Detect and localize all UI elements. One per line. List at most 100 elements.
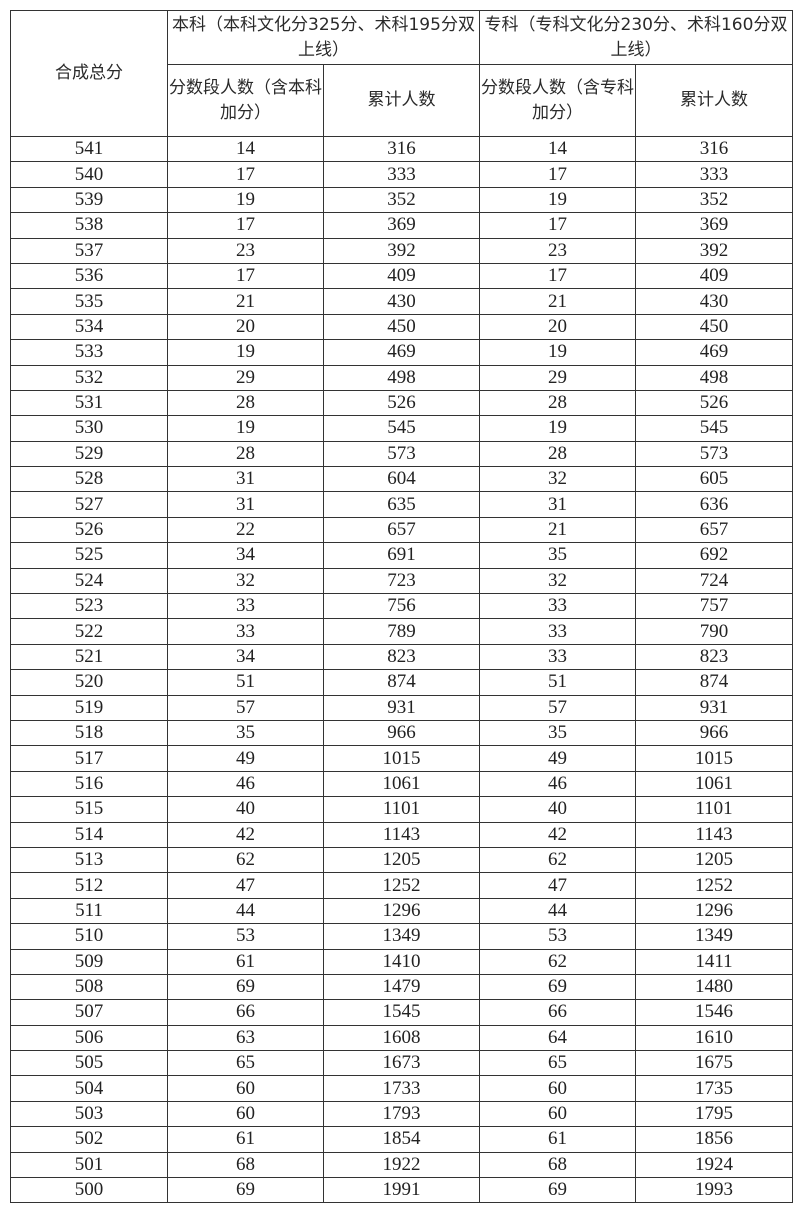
zhuanke-cumulative-cell: 1546 — [635, 999, 793, 1026]
zhuanke-cumulative-cell: 724 — [635, 567, 793, 595]
zhuanke-cumulative-cell: 1610 — [635, 1024, 793, 1052]
benke-cumulative-cell: 874 — [323, 669, 480, 696]
benke-cumulative-cell: 1101 — [323, 796, 480, 823]
table-row: 522 33 789 33 790 — [10, 618, 793, 645]
table-row: 531 28 526 28 526 — [10, 389, 793, 417]
benke-count-cell: 49 — [167, 745, 324, 772]
zhuanke-count-cell: 20 — [479, 313, 636, 341]
table-row: 502 61 1854 61 1856 — [10, 1126, 793, 1153]
benke-count-cell: 69 — [167, 973, 324, 1001]
benke-cumulative-cell: 789 — [323, 618, 480, 645]
table-row: 503 60 1793 60 1795 — [10, 1100, 793, 1128]
score-cell: 532 — [10, 364, 168, 391]
zhuanke-count-cell: 23 — [479, 237, 636, 264]
benke-cumulative-cell: 604 — [323, 466, 480, 493]
score-cell: 522 — [10, 618, 168, 645]
benke-cumulative-cell: 409 — [323, 262, 480, 290]
benke-cumulative-cell: 1015 — [323, 745, 480, 772]
score-cell: 500 — [10, 1177, 168, 1204]
zhuanke-count-cell: 17 — [479, 161, 636, 188]
zhuanke-count-cell: 17 — [479, 212, 636, 239]
benke-count-cell: 17 — [167, 161, 324, 188]
score-cell: 526 — [10, 516, 168, 544]
score-cell: 534 — [10, 313, 168, 341]
zhuanke-count-cell: 28 — [479, 440, 636, 468]
zhuanke-count-cell: 69 — [479, 1177, 636, 1204]
header-zhuanke-count: 分数段人数（含专科加分） — [479, 64, 636, 137]
zhuanke-count-cell: 32 — [479, 567, 636, 595]
benke-cumulative-cell: 1673 — [323, 1050, 480, 1077]
benke-count-cell: 28 — [167, 389, 324, 417]
score-cell: 507 — [10, 999, 168, 1026]
table-row: 532 29 498 29 498 — [10, 364, 793, 391]
zhuanke-count-cell: 33 — [479, 593, 636, 620]
zhuanke-count-cell: 66 — [479, 999, 636, 1026]
benke-cumulative-cell: 1143 — [323, 821, 480, 848]
zhuanke-cumulative-cell: 1101 — [635, 796, 793, 823]
score-cell: 505 — [10, 1050, 168, 1077]
zhuanke-cumulative-cell: 498 — [635, 364, 793, 391]
zhuanke-count-cell: 17 — [479, 262, 636, 290]
zhuanke-cumulative-cell: 1993 — [635, 1177, 793, 1204]
benke-cumulative-cell: 392 — [323, 237, 480, 264]
zhuanke-count-cell: 35 — [479, 542, 636, 569]
zhuanke-cumulative-cell: 430 — [635, 288, 793, 315]
score-cell: 525 — [10, 542, 168, 569]
benke-count-cell: 23 — [167, 237, 324, 264]
zhuanke-cumulative-cell: 931 — [635, 694, 793, 721]
zhuanke-cumulative-cell: 1205 — [635, 846, 793, 874]
zhuanke-count-cell: 19 — [479, 186, 636, 214]
zhuanke-cumulative-cell: 874 — [635, 669, 793, 696]
score-cell: 528 — [10, 466, 168, 493]
score-cell: 506 — [10, 1024, 168, 1052]
zhuanke-cumulative-cell: 966 — [635, 719, 793, 747]
zhuanke-count-cell: 53 — [479, 923, 636, 950]
zhuanke-count-cell: 42 — [479, 821, 636, 848]
table-row: 501 68 1922 68 1924 — [10, 1151, 793, 1179]
header-total-score: 合成总分 — [10, 10, 168, 137]
benke-count-cell: 33 — [167, 593, 324, 620]
score-cell: 513 — [10, 846, 168, 874]
table-row: 529 28 573 28 573 — [10, 440, 793, 468]
zhuanke-cumulative-cell: 1061 — [635, 770, 793, 798]
benke-count-cell: 19 — [167, 415, 324, 442]
zhuanke-count-cell: 33 — [479, 643, 636, 671]
zhuanke-count-cell: 29 — [479, 364, 636, 391]
benke-count-cell: 68 — [167, 1151, 324, 1179]
benke-count-cell: 35 — [167, 719, 324, 747]
score-cell: 512 — [10, 872, 168, 899]
benke-cumulative-cell: 1545 — [323, 999, 480, 1026]
score-cell: 516 — [10, 770, 168, 798]
zhuanke-cumulative-cell: 790 — [635, 618, 793, 645]
benke-count-cell: 19 — [167, 339, 324, 366]
zhuanke-cumulative-cell: 1795 — [635, 1100, 793, 1128]
benke-count-cell: 31 — [167, 466, 324, 493]
zhuanke-cumulative-cell: 526 — [635, 389, 793, 417]
benke-cumulative-cell: 545 — [323, 415, 480, 442]
benke-cumulative-cell: 1854 — [323, 1126, 480, 1153]
benke-cumulative-cell: 966 — [323, 719, 480, 747]
benke-count-cell: 29 — [167, 364, 324, 391]
table-row: 509 61 1410 62 1411 — [10, 948, 793, 975]
zhuanke-count-cell: 60 — [479, 1100, 636, 1128]
score-cell: 540 — [10, 161, 168, 188]
benke-count-cell: 44 — [167, 897, 324, 925]
score-cell: 514 — [10, 821, 168, 848]
benke-cumulative-cell: 333 — [323, 161, 480, 188]
benke-count-cell: 63 — [167, 1024, 324, 1052]
header-zhuanke-cumulative: 累计人数 — [635, 64, 793, 137]
zhuanke-count-cell: 49 — [479, 745, 636, 772]
table-row: 535 21 430 21 430 — [10, 288, 793, 315]
zhuanke-cumulative-cell: 1411 — [635, 948, 793, 975]
benke-cumulative-cell: 1410 — [323, 948, 480, 975]
table-row: 515 40 1101 40 1101 — [10, 796, 793, 823]
header-benke-group: 本科（本科文化分325分、术科195分双上线） — [167, 10, 480, 65]
benke-count-cell: 61 — [167, 948, 324, 975]
benke-count-cell: 32 — [167, 567, 324, 595]
table-row: 527 31 635 31 636 — [10, 491, 793, 518]
zhuanke-cumulative-cell: 1143 — [635, 821, 793, 848]
score-cell: 511 — [10, 897, 168, 925]
table-row: 530 19 545 19 545 — [10, 415, 793, 442]
zhuanke-count-cell: 68 — [479, 1151, 636, 1179]
zhuanke-cumulative-cell: 1480 — [635, 973, 793, 1001]
